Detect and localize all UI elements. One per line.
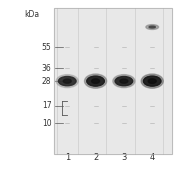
Text: 1: 1	[65, 153, 70, 162]
Ellipse shape	[120, 79, 128, 83]
Bar	[54, 8, 172, 154]
Ellipse shape	[113, 75, 135, 88]
Ellipse shape	[143, 76, 161, 86]
Text: 4: 4	[150, 153, 155, 162]
Ellipse shape	[149, 26, 155, 28]
Text: 28: 28	[42, 77, 51, 86]
Ellipse shape	[63, 79, 71, 83]
Text: 36: 36	[42, 64, 51, 73]
Ellipse shape	[85, 74, 107, 88]
Text: 3: 3	[121, 153, 127, 162]
Text: 10: 10	[42, 119, 51, 128]
Text: 2: 2	[93, 153, 98, 162]
Ellipse shape	[115, 76, 133, 86]
Ellipse shape	[56, 75, 78, 88]
Text: kDa: kDa	[24, 10, 39, 19]
Ellipse shape	[141, 74, 163, 88]
Ellipse shape	[148, 79, 156, 83]
Ellipse shape	[92, 79, 100, 83]
Bar	[54, 8, 172, 154]
Ellipse shape	[87, 76, 104, 86]
Ellipse shape	[146, 25, 159, 29]
Ellipse shape	[58, 76, 76, 86]
Text: 17: 17	[42, 101, 51, 110]
Text: 55: 55	[42, 43, 51, 52]
